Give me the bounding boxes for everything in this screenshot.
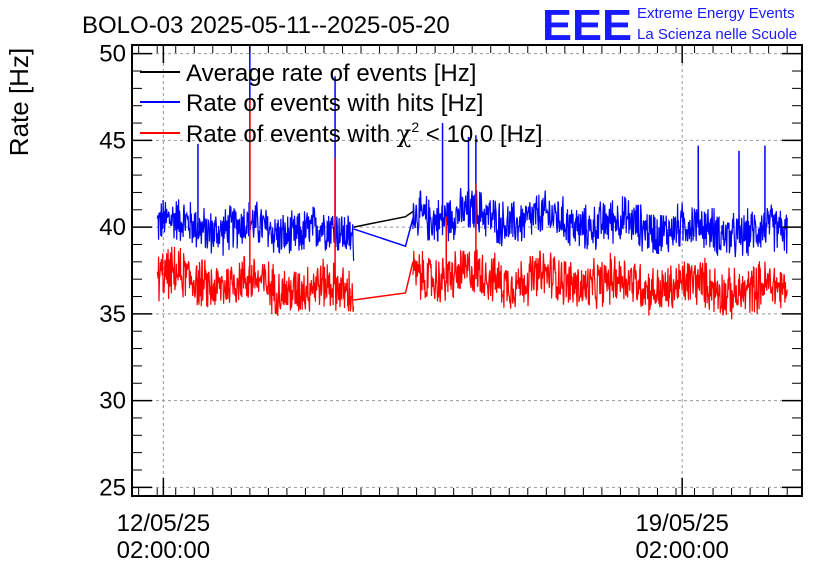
chart-title: BOLO-03 2025-05-11--2025-05-20 bbox=[82, 12, 450, 39]
series-average-line bbox=[353, 210, 414, 228]
series-layer bbox=[156, 46, 788, 320]
series-hits-gap-link bbox=[353, 218, 414, 248]
legend-label-average: Average rate of events [Hz] bbox=[186, 60, 476, 87]
series-average bbox=[353, 210, 414, 228]
x-tick-label-time: 02:00:00 bbox=[635, 537, 728, 564]
legend: Average rate of events [Hz] Rate of even… bbox=[140, 60, 543, 148]
y-tick-label: 30 bbox=[99, 388, 126, 415]
legend-label-chi2: Rate of events with χ2 < 10.0 [Hz] bbox=[186, 119, 543, 148]
series-chi2-trace bbox=[156, 246, 355, 316]
org-name-line1: Extreme Energy Events bbox=[637, 5, 795, 22]
y-tick-label: 45 bbox=[99, 127, 126, 154]
org-name-line2: La Scienza nelle Scuole bbox=[637, 26, 797, 43]
series-chi2 bbox=[156, 98, 788, 320]
series-chi2-gap-link bbox=[353, 261, 414, 301]
axes: 25303540455012/05/2502:00:0019/05/2502:0… bbox=[99, 41, 802, 564]
series-chi2-trace bbox=[412, 249, 788, 320]
series-hits-trace bbox=[156, 199, 355, 261]
y-tick-label: 25 bbox=[99, 474, 126, 501]
y-axis-label: Rate [Hz] bbox=[4, 48, 34, 156]
eee-logo: EEE bbox=[542, 1, 632, 50]
x-tick-label-date: 19/05/25 bbox=[635, 510, 728, 537]
y-tick-label: 40 bbox=[99, 214, 126, 241]
y-tick-label: 50 bbox=[99, 41, 126, 68]
x-tick-label-date: 12/05/25 bbox=[117, 510, 210, 537]
legend-label-hits: Rate of events with hits [Hz] bbox=[186, 90, 483, 117]
x-tick-label-time: 02:00:00 bbox=[117, 537, 210, 564]
plot-frame bbox=[131, 44, 803, 497]
y-tick-label: 35 bbox=[99, 301, 126, 328]
